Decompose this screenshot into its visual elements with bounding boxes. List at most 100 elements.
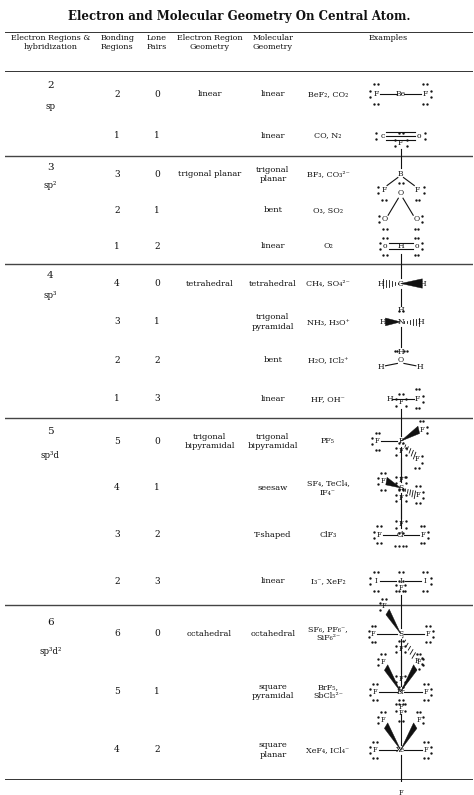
Text: F: F [398,584,403,592]
Text: F: F [373,746,377,754]
Text: Lone
Pairs: Lone Pairs [147,33,167,51]
Text: 3: 3 [47,163,54,172]
Text: O: O [398,188,404,197]
Text: F: F [415,186,420,194]
Text: sp³: sp³ [44,290,57,300]
Text: o: o [417,132,421,140]
Text: 2: 2 [154,530,160,539]
Text: O: O [398,356,404,364]
Text: F: F [398,646,403,653]
Text: F: F [415,657,419,665]
Text: Cl: Cl [397,530,404,539]
Text: 4: 4 [47,271,54,281]
Text: Electron Regions &
hybridization: Electron Regions & hybridization [10,33,90,51]
Text: F: F [371,630,376,638]
Text: F: F [424,688,428,696]
Text: P: P [398,437,403,445]
Text: H: H [417,363,423,370]
Text: O₂: O₂ [323,242,333,250]
Text: 2: 2 [154,356,160,365]
Text: o: o [383,242,387,250]
Text: BrF₅,
SbCl₅²⁻: BrF₅, SbCl₅²⁻ [313,683,343,700]
Text: linear: linear [261,394,285,403]
Text: 3: 3 [114,530,120,539]
Text: S: S [398,484,403,492]
Text: trigonal
planar: trigonal planar [256,166,290,183]
Text: O: O [413,215,419,223]
Text: 2: 2 [114,206,120,215]
Polygon shape [386,477,401,488]
Text: sp³d: sp³d [41,451,60,460]
Text: C: C [398,280,403,288]
Text: 1: 1 [154,206,160,215]
Text: octahedral: octahedral [250,630,295,638]
Text: H: H [397,348,404,356]
Text: I: I [424,577,427,585]
Text: HF, OH⁻: HF, OH⁻ [311,394,345,403]
Text: F: F [419,426,424,434]
Text: CH₄, SO₄²⁻: CH₄, SO₄²⁻ [306,280,350,288]
Text: I: I [374,577,377,585]
Polygon shape [401,665,417,692]
Text: Be: Be [396,90,406,98]
Text: F: F [422,90,428,98]
Text: F: F [420,530,425,539]
Polygon shape [384,723,401,750]
Text: 0: 0 [154,436,160,446]
Text: linear: linear [198,90,222,98]
Text: 4: 4 [114,483,120,492]
Text: F: F [426,630,430,638]
Text: linear: linear [261,242,285,250]
Text: F: F [398,139,403,147]
Text: H: H [386,394,393,403]
Text: F: F [398,476,403,484]
Text: Bonding
Regions: Bonding Regions [100,33,134,51]
Text: 1: 1 [154,688,160,696]
Text: H: H [378,363,384,370]
Text: BF₃, CO₃²⁻: BF₃, CO₃²⁻ [307,170,349,178]
Text: F: F [374,90,379,98]
Text: linear: linear [261,132,285,140]
Text: 0: 0 [154,279,160,288]
Text: Electron and Molecular Geometry On Central Atom.: Electron and Molecular Geometry On Centr… [68,10,410,23]
Text: I: I [399,577,402,585]
Text: 6: 6 [47,618,54,626]
Text: F: F [376,530,381,539]
Text: tetrahedral: tetrahedral [186,280,234,288]
Text: H: H [420,280,427,288]
Text: 1: 1 [154,131,160,140]
Polygon shape [401,279,422,289]
Text: F: F [416,491,420,498]
Text: F: F [398,448,403,456]
Text: square
pyramidal: square pyramidal [252,683,294,700]
Text: H: H [379,318,386,326]
Polygon shape [385,318,401,326]
Text: 3: 3 [154,394,160,403]
Text: 0: 0 [154,170,160,179]
Text: H: H [377,280,384,288]
Text: sp: sp [46,102,55,111]
Text: T-shaped: T-shaped [254,530,292,539]
Polygon shape [401,426,419,441]
Text: F: F [381,658,385,666]
Text: B: B [398,170,403,178]
Text: 2: 2 [154,242,160,251]
Text: F: F [398,398,403,406]
Text: F: F [398,704,403,712]
Text: O₃, SO₂: O₃, SO₂ [313,207,343,215]
Text: SF₄, TeCl₄,
IF₄⁻: SF₄, TeCl₄, IF₄⁻ [307,479,349,497]
Text: Xe: Xe [396,746,405,754]
Text: 0: 0 [154,90,160,99]
Text: F: F [398,675,403,683]
Text: 3: 3 [114,317,120,327]
Text: CO, N₂: CO, N₂ [314,132,342,140]
Text: linear: linear [261,577,285,585]
Text: trigonal planar: trigonal planar [178,170,241,178]
Text: 1: 1 [114,394,120,403]
Text: octahedral: octahedral [187,630,232,638]
Text: F: F [416,716,421,724]
Text: sp³d²: sp³d² [39,646,62,656]
Text: o: o [414,242,419,250]
Text: F: F [416,658,421,666]
Text: Examples: Examples [368,33,407,41]
